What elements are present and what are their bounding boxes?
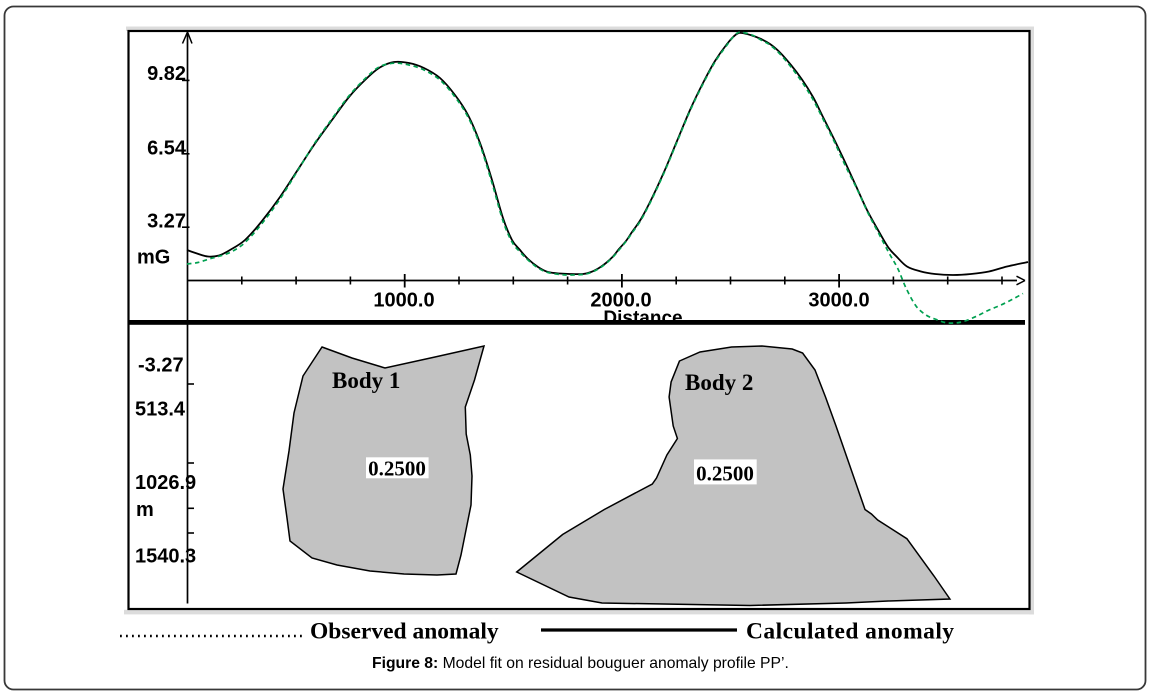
svg-text:m: m [136, 499, 154, 521]
svg-text:Distance: Distance [603, 308, 682, 329]
svg-text:1026.9: 1026.9 [135, 472, 196, 494]
svg-text:1540.3: 1540.3 [135, 546, 196, 568]
svg-text:6.54: 6.54 [147, 138, 187, 160]
svg-text:9.82: 9.82 [147, 63, 186, 85]
svg-text:513.4: 513.4 [135, 399, 186, 421]
svg-text:0.2500: 0.2500 [368, 457, 426, 481]
svg-text:3.27: 3.27 [147, 211, 186, 233]
svg-text:Calculated anomaly: Calculated anomaly [746, 619, 955, 645]
svg-text:mG: mG [137, 247, 170, 269]
svg-text:0.2500: 0.2500 [696, 462, 754, 486]
svg-text:Observed anomaly: Observed anomaly [310, 619, 499, 645]
svg-text:3000.0: 3000.0 [808, 290, 869, 312]
svg-text:-3.27: -3.27 [138, 355, 184, 377]
svg-text:1000.0: 1000.0 [373, 290, 434, 312]
svg-text:Body 2: Body 2 [685, 370, 753, 395]
svg-text:Body 1: Body 1 [332, 368, 400, 393]
svg-text:2000.0: 2000.0 [590, 290, 651, 312]
svg-text:Figure 8: Model fit on residua: Figure 8: Model fit on residual bouguer … [372, 655, 789, 672]
